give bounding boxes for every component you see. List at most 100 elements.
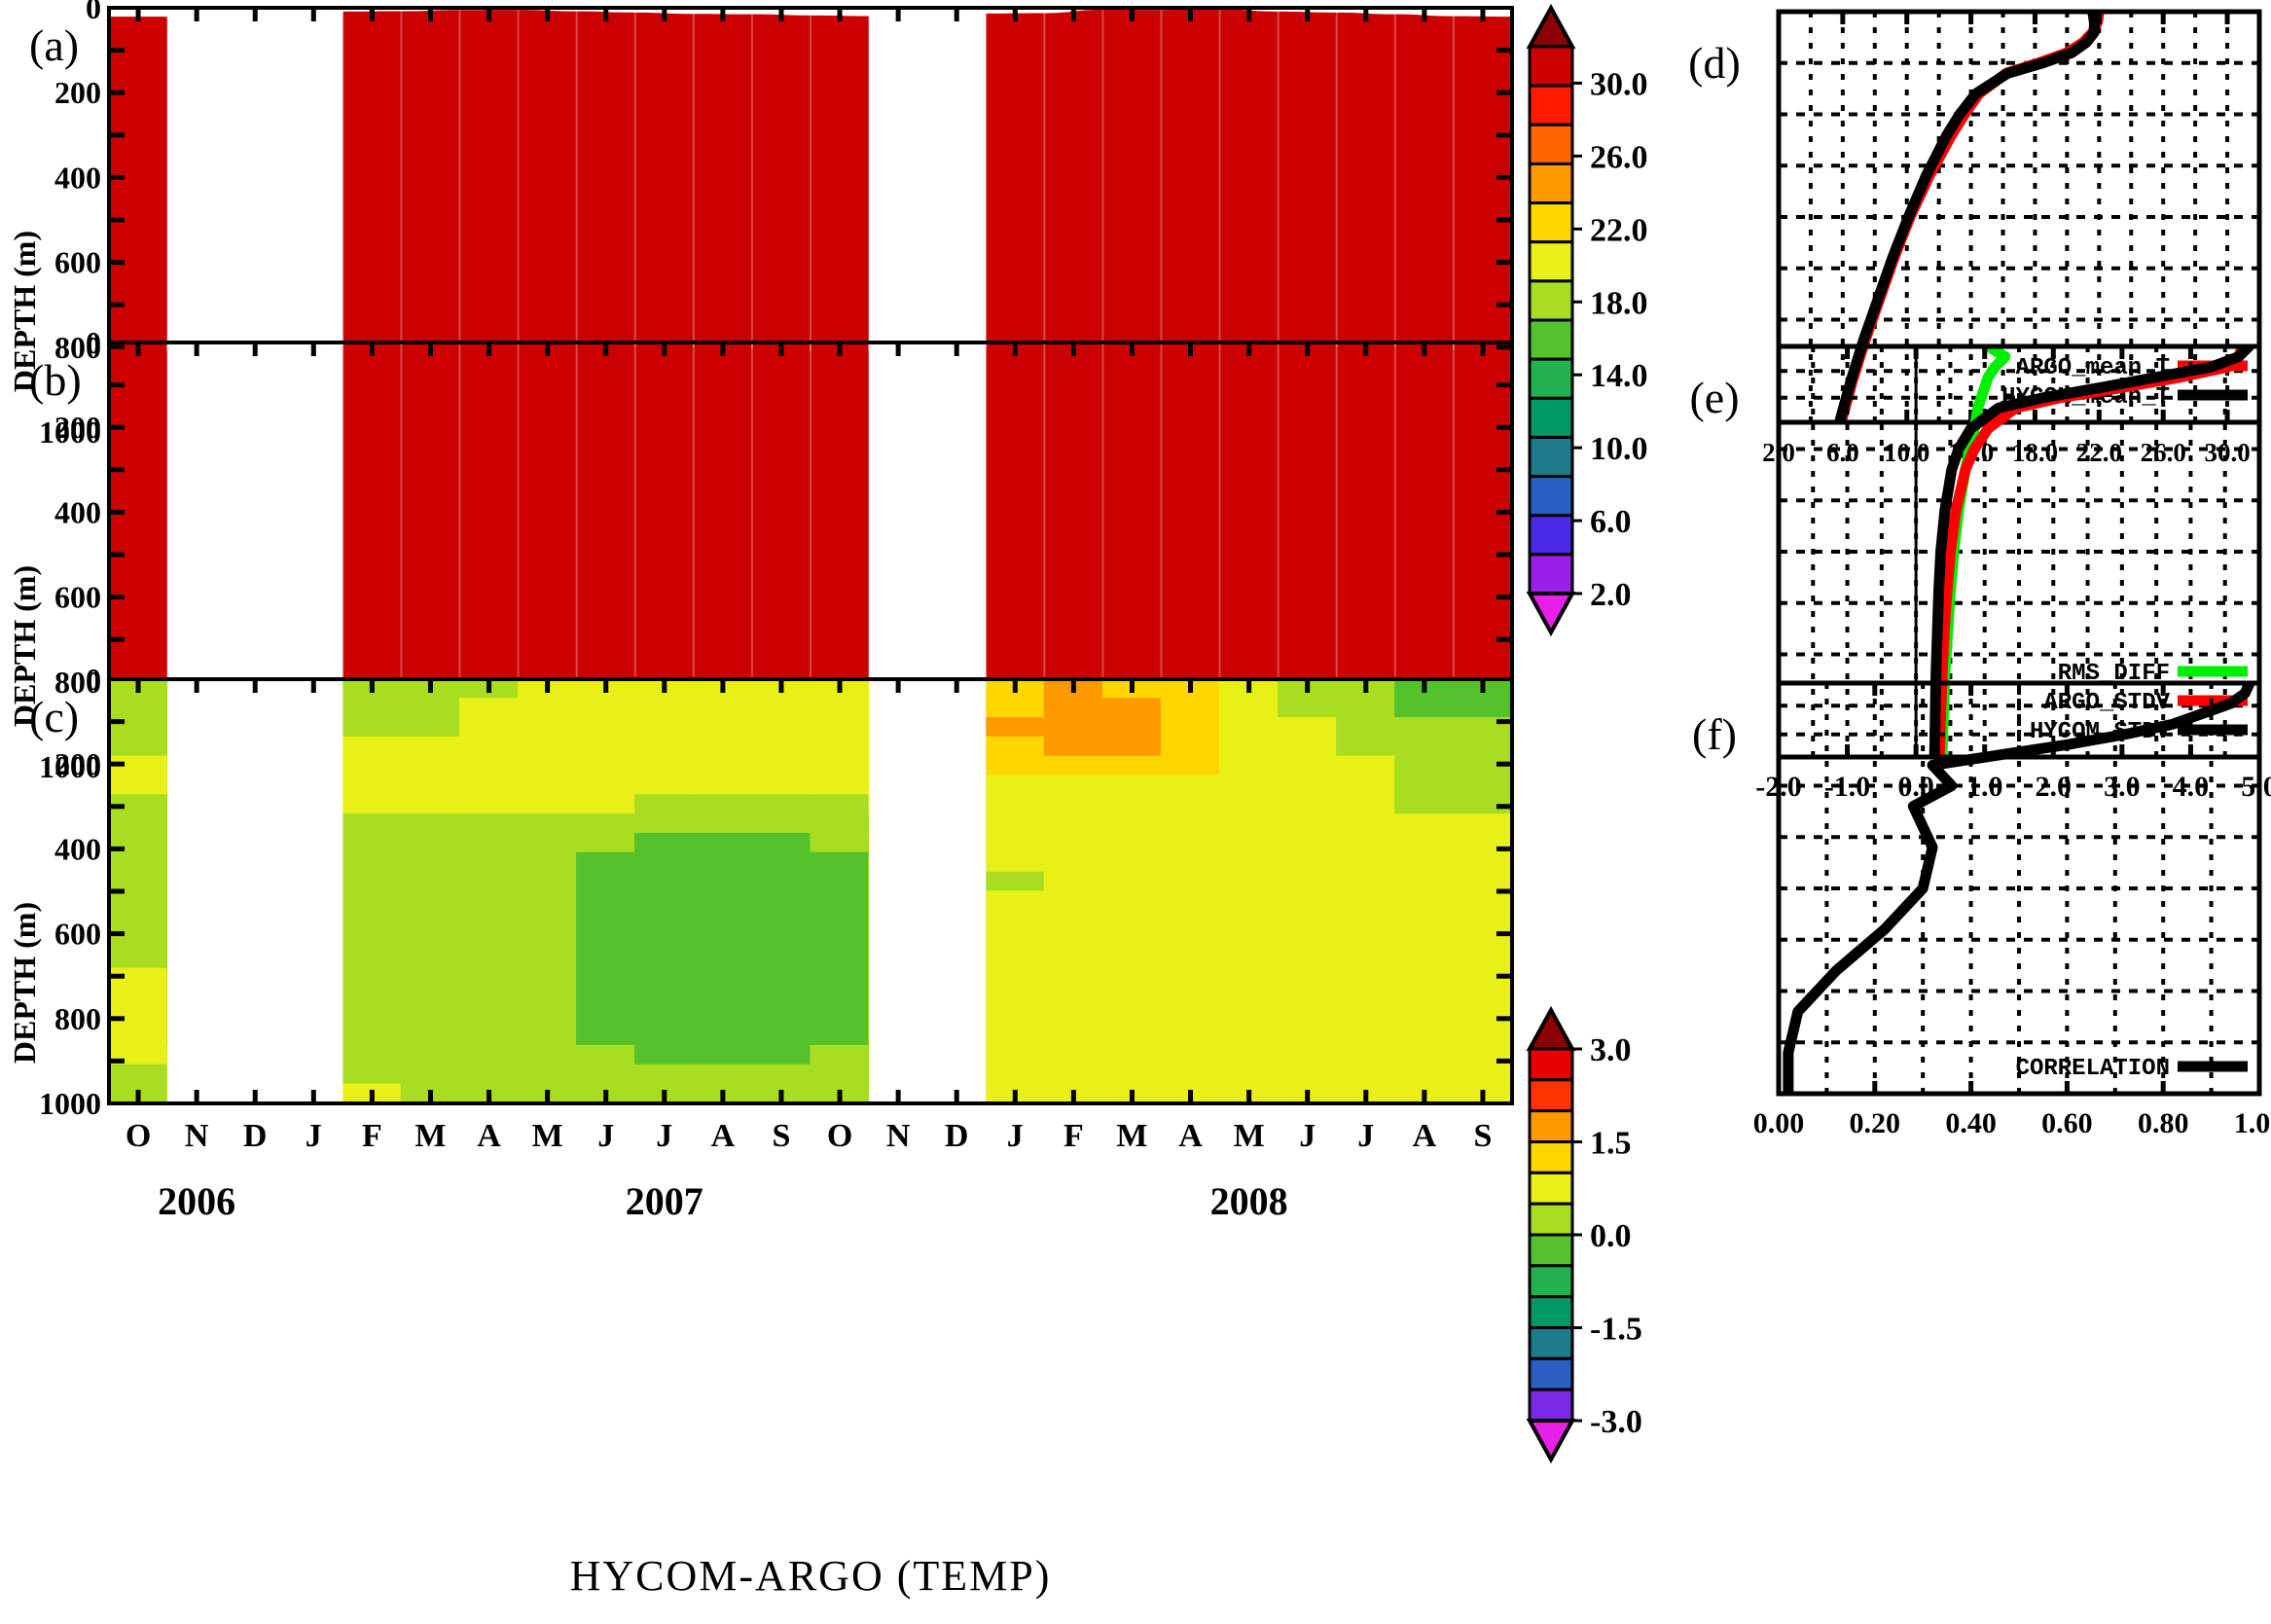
x-tick-label: -1.0	[1824, 771, 1871, 803]
colorbar-tick-label: 0.0	[1590, 1218, 1632, 1254]
colorbar-tick-label: 10.0	[1590, 431, 1648, 467]
depth-tick-label: 600	[54, 917, 101, 952]
x-tick-label: 22.0	[2076, 438, 2122, 467]
panel-c-ylabel: DEPTH (m)	[7, 902, 42, 1064]
depth-tick-label: 1000	[39, 749, 101, 784]
month-label: N	[185, 1118, 209, 1154]
legend-label: ARGO_STDV	[2043, 690, 2170, 716]
month-label: M	[532, 1118, 563, 1154]
month-label: A	[1178, 1118, 1203, 1154]
month-label: O	[827, 1118, 852, 1154]
month-label: D	[243, 1118, 268, 1154]
panel-a-depth-labels: 0 200 400 600 800 1000	[39, 0, 101, 450]
panel-d-lines	[1834, 12, 2105, 422]
panel-c-depth-labels: 0 200 400 600 800 1000	[39, 662, 101, 1121]
series-hycom_mean_t	[1834, 12, 2100, 422]
x-tick-label: 10.0	[1884, 438, 1929, 467]
x-tick-label: 30.0	[2204, 438, 2250, 467]
panel-a-ylabel: DEPTH (m)	[7, 231, 42, 392]
colorbar-tick-label: 22.0	[1590, 212, 1648, 248]
month-label: F	[362, 1118, 382, 1154]
panel-e-lines	[1929, 346, 2254, 757]
month-label: O	[126, 1118, 151, 1154]
month-label: S	[1473, 1118, 1492, 1154]
year-axis-labels: 2006 2007 2008	[158, 1179, 1288, 1223]
panel-b-depth-labels: 0 200 400 600 800 1000	[39, 325, 101, 784]
depth-tick-label: 0	[86, 325, 101, 360]
month-label: J	[656, 1118, 672, 1154]
month-label: M	[1116, 1118, 1147, 1154]
legend-label: CORRELATION	[2016, 1056, 2170, 1082]
series-correlation	[1783, 683, 2255, 1094]
month-label: A	[1413, 1118, 1437, 1154]
colorbar-tick-label: 14.0	[1590, 358, 1648, 394]
colorbar-tick-label: 1.5	[1590, 1126, 1632, 1162]
year-label: 2008	[1210, 1179, 1288, 1223]
month-label: M	[415, 1118, 446, 1154]
colorbar-tick-label: 2.0	[1590, 577, 1632, 613]
colorbar-temperature: 30.0 26.0 22.0 18.0 14.0 10.0 6.0 2.0	[1526, 3, 1648, 637]
colorbar-tick-label: 3.0	[1590, 1032, 1632, 1068]
month-label: J	[1299, 1118, 1316, 1154]
panel-b-ylabel: DEPTH (m)	[7, 565, 42, 727]
panel-f-legend: CORRELATION	[2016, 1056, 2248, 1082]
month-label: A	[477, 1118, 501, 1154]
colorbar-tick-label: -3.0	[1590, 1404, 1642, 1440]
depth-tick-label: 400	[54, 831, 101, 866]
panel-d-letter: (d)	[1688, 38, 1741, 88]
panel-f-letter: (f)	[1692, 709, 1737, 759]
series-hycom_stdv	[1929, 346, 2254, 757]
colorbar-tick-label: 30.0	[1590, 66, 1648, 102]
panel-c-field	[109, 679, 1512, 1103]
x-tick-label: 0.40	[1945, 1107, 1997, 1139]
month-label: M	[1234, 1118, 1265, 1154]
x-tick-label: 0.20	[1850, 1107, 1901, 1139]
depth-tick-label: 800	[54, 665, 101, 700]
depth-tick-label: 0	[86, 0, 101, 25]
depth-tick-label: 600	[54, 245, 101, 280]
month-label: F	[1063, 1118, 1084, 1154]
x-tick-label: 1.00	[2234, 1107, 2271, 1139]
depth-tick-label: 400	[54, 160, 101, 195]
x-tick-label: 0.80	[2138, 1107, 2189, 1139]
depth-tick-label: 200	[54, 410, 101, 445]
x-tick-label: 6.0	[1826, 438, 1859, 467]
month-label: J	[1007, 1118, 1024, 1154]
month-label: S	[772, 1118, 790, 1154]
month-label: D	[945, 1118, 969, 1154]
panel-e-letter: (e)	[1689, 373, 1739, 422]
year-label: 2006	[158, 1179, 235, 1223]
x-tick-label: 26.0	[2141, 438, 2186, 467]
month-label: A	[711, 1118, 736, 1154]
depth-tick-label: 400	[54, 494, 101, 529]
colorbar-tick-label: 18.0	[1590, 285, 1648, 321]
colorbar-difference: 3.0 1.5 0.0 -1.5 -3.0	[1526, 1005, 1642, 1464]
figure-bottom-title: HYCOM-ARGO (TEMP)	[570, 1552, 1052, 1600]
month-label: J	[597, 1118, 614, 1154]
depth-tick-label: 200	[54, 746, 101, 781]
depth-tick-label: 800	[54, 330, 101, 365]
panel-d-xticklabels: 2.0 6.0 10.0 14.0 18.0 22.0 26.0 30.0	[1762, 12, 2251, 467]
panel-f-xticklabels: 0.00 0.20 0.40 0.60 0.80 1.00	[1753, 683, 2271, 1139]
month-label: N	[886, 1118, 911, 1154]
depth-tick-label: 1000	[39, 1086, 101, 1121]
panel-c-ticks	[109, 679, 1512, 1103]
depth-tick-label: 0	[86, 662, 101, 697]
colorbar-tick-label: 6.0	[1590, 504, 1632, 540]
month-label: J	[306, 1118, 322, 1154]
depth-tick-label: 1000	[39, 415, 101, 450]
depth-tick-label: 800	[54, 1001, 101, 1036]
month-label: J	[1357, 1118, 1374, 1154]
panel-b-letter: (b)	[29, 355, 82, 405]
year-label: 2007	[626, 1179, 703, 1223]
colorbar-tick-label: 26.0	[1590, 139, 1648, 175]
panel-f-lines	[1783, 683, 2255, 1094]
panel-c-letter: (c)	[29, 692, 79, 741]
x-tick-label: 0.00	[1753, 1107, 1805, 1139]
colorbar-tick-label: -1.5	[1590, 1312, 1642, 1348]
x-tick-label: 0.60	[2041, 1107, 2093, 1139]
